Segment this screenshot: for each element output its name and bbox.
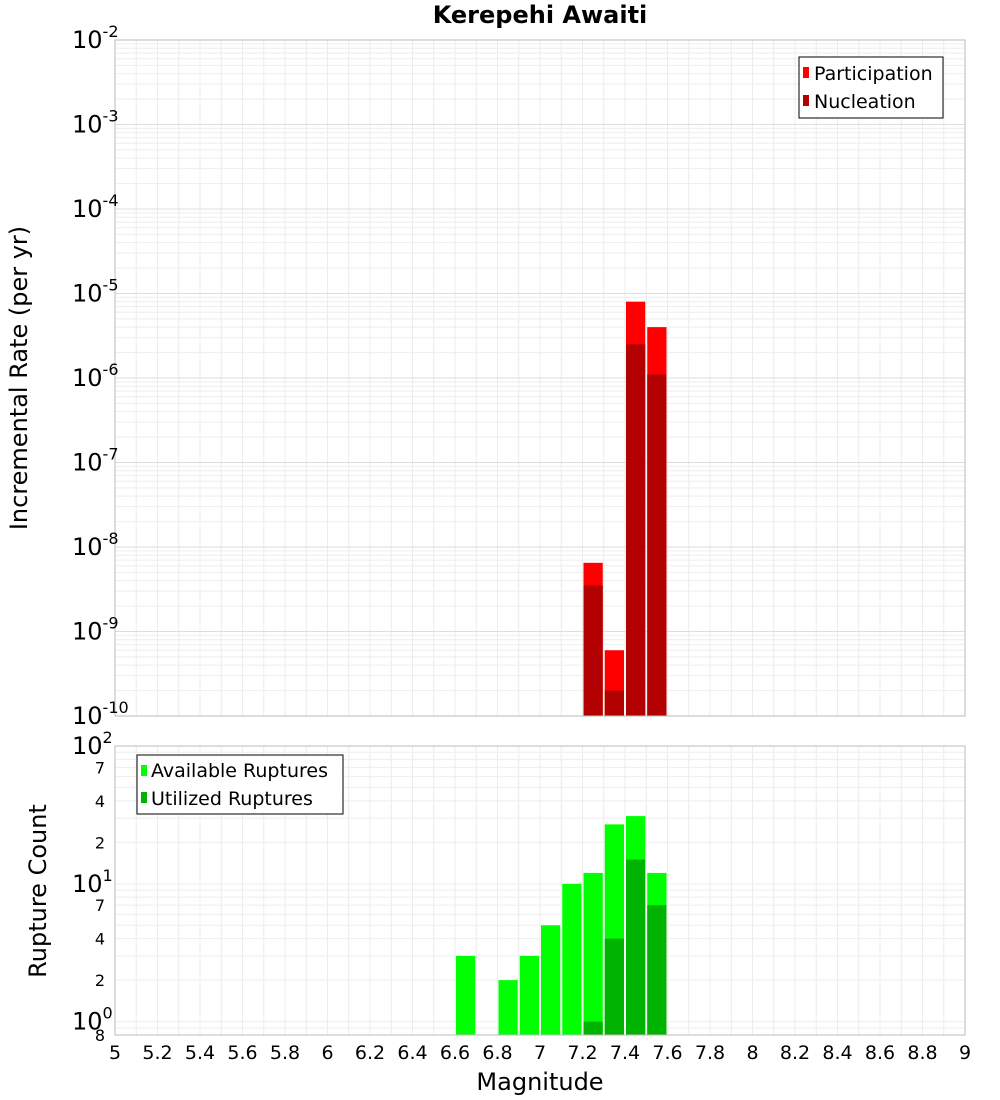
legend-swatch-available-ruptures [141,765,147,776]
x-tick-label: 6.8 [482,1042,512,1064]
top-plot-y-ticks: 10-10 10-9 10-8 10-7 10-6 10-5 10-4 10-3 10-2 [72,22,129,730]
x-axis-label: Magnitude [476,1068,603,1096]
top-y-axis-label: Incremental Rate (per yr) [5,226,33,530]
legend-swatch-participation [803,67,809,78]
top-plot-frame [114,39,966,717]
x-tick-label: 7.6 [652,1042,682,1064]
bottom-legend-box [136,754,344,815]
top-plot-bars [583,301,667,716]
x-tick-label: 8.4 [822,1042,852,1064]
y-tick-label: 2 [95,833,105,852]
top-plot-legend: Participation Nucleation [798,56,944,119]
x-tick-label: 6.6 [440,1042,470,1064]
x-tick-label: 8.2 [780,1042,810,1064]
y-tick-label: 10-2 [72,22,119,54]
x-tick-label: 9 [959,1042,971,1064]
bar-available-ruptures [456,955,476,1035]
x-tick-label: 5.4 [185,1042,215,1064]
legend-label-participation: Participation [814,63,933,85]
x-tick-label: 8 [746,1042,758,1064]
x-tick-label: 8.8 [907,1042,937,1064]
x-tick-label: 5 [109,1042,121,1064]
bar-available-ruptures [562,883,582,1035]
bottom-plot-bars [456,816,667,1035]
y-tick-label: 10-3 [72,107,119,139]
bottom-plot-frame [114,745,966,1036]
y-tick-label: 7 [95,758,105,777]
bar-nucleation [604,690,624,716]
y-tick-label: 10-6 [72,360,119,392]
bottom-plot-legend: Available Ruptures Utilized Ruptures [136,754,344,815]
legend-label-utilized-ruptures: Utilized Ruptures [151,788,313,810]
bar-nucleation [647,374,667,716]
x-tick-label: 7 [534,1042,546,1064]
y-tick-label: 10-10 [72,698,129,730]
bar-nucleation [583,585,603,716]
x-tick-label: 5.6 [227,1042,257,1064]
y-tick-label: 4 [95,792,105,811]
chart-title: Kerepehi Awaiti [433,1,648,29]
bar-utilized-ruptures [647,905,667,1035]
x-tick-label: 5.8 [270,1042,300,1064]
x-tick-label: 6.4 [397,1042,427,1064]
x-tick-label: 7.2 [567,1042,597,1064]
top-legend-box [798,56,944,119]
legend-swatch-nucleation [803,95,809,106]
bar-available-ruptures [541,925,561,1035]
legend-label-available-ruptures: Available Ruptures [151,760,328,782]
y-tick-label: 10-7 [72,445,119,477]
bar-utilized-ruptures [583,1021,603,1035]
legend-label-nucleation: Nucleation [814,91,916,113]
y-tick-label: 8 [95,1026,105,1045]
y-tick-label: 2 [95,971,105,990]
y-tick-label: 7 [95,896,105,915]
y-tick-label: 102 [72,728,113,760]
legend-swatch-utilized-ruptures [141,792,147,803]
y-tick-label: 10-9 [72,614,119,646]
x-axis-ticks: 5 5.2 5.4 5.6 5.8 6 6.2 6.4 6.6 6.8 7 7.2 7.4 7.6 7.8 8… [109,1042,971,1064]
x-tick-label: 7.4 [610,1042,640,1064]
y-tick-label: 4 [95,930,105,949]
bottom-y-axis-label: Rupture Count [24,804,52,978]
bottom-plot-y-ticks: 8 2 4 7 2 4 7 100 101 102 [72,728,113,1045]
x-tick-label: 6.2 [355,1042,385,1064]
y-tick-label: 101 [72,866,113,898]
top-plot-grid [114,40,966,717]
x-tick-label: 6 [321,1042,333,1064]
bar-available-ruptures [583,872,603,1035]
x-tick-label: 8.6 [865,1042,895,1064]
y-tick-label: 10-8 [72,529,119,561]
x-tick-label: 7.8 [695,1042,725,1064]
bar-available-ruptures [498,980,518,1035]
x-tick-label: 5.2 [142,1042,172,1064]
bar-utilized-ruptures [604,938,624,1035]
y-tick-label: 10-4 [72,191,119,223]
y-tick-label: 100 [72,1004,113,1036]
y-tick-label: 10-5 [72,276,119,308]
bar-nucleation [626,344,646,716]
bar-available-ruptures [519,955,539,1035]
bar-utilized-ruptures [626,859,646,1035]
